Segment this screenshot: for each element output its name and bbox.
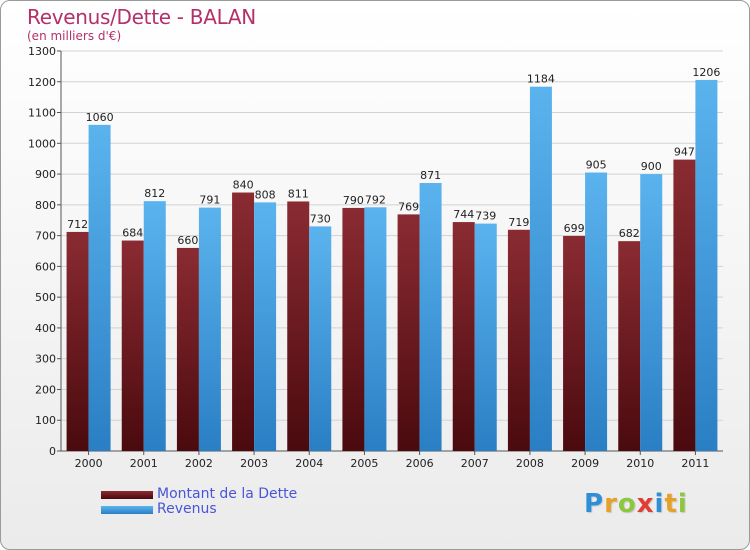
bar-revenus	[364, 207, 387, 451]
bar-revenus	[88, 124, 111, 451]
y-tick-label: 500	[35, 291, 56, 304]
data-label-dette: 840	[233, 179, 254, 192]
y-tick-label: 100	[35, 414, 56, 427]
x-tick-label: 2001	[130, 457, 158, 470]
bar-dette	[232, 192, 255, 452]
logo-letter: t	[664, 489, 678, 519]
bar-revenus	[529, 86, 552, 451]
legend: Montant de la Dette Revenus	[101, 487, 297, 517]
data-label-dette: 712	[67, 218, 88, 231]
legend-label-dette: Montant de la Dette	[157, 486, 298, 502]
data-label-revenus: 1060	[86, 111, 114, 124]
logo-letter: i	[677, 489, 688, 519]
proxiti-logo: Proxiti	[584, 489, 688, 519]
logo-letter: P	[584, 489, 605, 519]
y-tick-label: 1100	[28, 107, 56, 120]
bar-revenus	[143, 201, 166, 451]
legend-swatch-revenus	[101, 505, 153, 514]
bar-revenus	[695, 79, 718, 451]
data-label-revenus: 812	[144, 187, 165, 200]
x-tick-label: 2010	[626, 457, 654, 470]
x-tick-label: 2011	[681, 457, 709, 470]
data-label-revenus: 808	[255, 188, 276, 201]
bar-dette	[121, 240, 144, 451]
bar-dette	[452, 222, 475, 451]
bar-dette	[287, 201, 310, 451]
y-tick-label: 200	[35, 383, 56, 396]
bar-revenus	[419, 183, 442, 451]
data-label-revenus: 1184	[527, 73, 555, 86]
y-tick-label: 700	[35, 230, 56, 243]
data-label-revenus: 905	[586, 159, 607, 172]
x-tick-label: 2005	[350, 457, 378, 470]
y-tick-label: 800	[35, 199, 56, 212]
x-tick-label: 2002	[185, 457, 213, 470]
axes: 0 100 200 300 400 500 600 700 800 900 1000 1100 1200…	[28, 45, 723, 470]
bar-dette	[397, 214, 420, 451]
legend-item-revenus: Revenus	[101, 502, 297, 517]
bar-revenus	[254, 202, 277, 451]
logo-letter: i	[654, 489, 665, 519]
data-label-dette: 660	[177, 234, 198, 247]
data-label-dette: 682	[619, 227, 640, 240]
bar-dette	[618, 241, 641, 451]
bar-dette	[342, 207, 365, 451]
chart-subtitle: (en milliers d'€)	[27, 29, 122, 43]
data-label-revenus: 900	[641, 160, 662, 173]
data-label-dette: 947	[674, 146, 695, 159]
x-tick-label: 2004	[295, 457, 323, 470]
bar-revenus	[640, 174, 663, 452]
chart-title: Revenus/Dette - BALAN	[27, 5, 256, 29]
x-tick-label: 2009	[571, 457, 599, 470]
legend-item-dette: Montant de la Dette	[101, 487, 297, 502]
bar-dette	[673, 159, 696, 451]
y-tick-label: 1200	[28, 76, 56, 89]
x-tick-label: 2006	[406, 457, 434, 470]
logo-letter: x	[636, 489, 655, 519]
data-label-dette: 769	[398, 200, 419, 213]
data-label-revenus: 792	[365, 193, 386, 206]
data-label-dette: 790	[343, 194, 364, 207]
bar-revenus	[198, 207, 221, 451]
data-label-dette: 684	[122, 227, 143, 240]
x-tick-label: 2008	[516, 457, 544, 470]
y-tick-label: 300	[35, 353, 56, 366]
logo-letter: r	[604, 489, 618, 519]
logo-letter: o	[617, 489, 637, 519]
bar-dette	[66, 231, 89, 451]
bar-revenus	[585, 172, 608, 452]
data-label-dette: 811	[288, 187, 309, 200]
bar-dette	[563, 235, 586, 451]
y-tick-label: 1000	[28, 137, 56, 150]
y-tick-label: 400	[35, 322, 56, 335]
data-label-dette: 719	[508, 216, 529, 229]
data-label-revenus: 739	[475, 210, 496, 223]
data-label-dette: 699	[564, 222, 585, 235]
y-tick-label: 1300	[28, 45, 56, 58]
data-label-revenus: 730	[310, 212, 331, 225]
x-tick-label: 2007	[461, 457, 489, 470]
bar-dette	[176, 247, 199, 451]
bar-revenus	[309, 226, 332, 451]
bar-dette	[507, 229, 530, 451]
bars	[66, 79, 718, 452]
bar-revenus	[474, 223, 497, 451]
y-tick-label: 600	[35, 260, 56, 273]
legend-label-revenus: Revenus	[157, 501, 217, 517]
data-label-revenus: 1206	[692, 66, 720, 79]
legend-swatch-dette	[101, 490, 153, 499]
y-tick-label: 900	[35, 168, 56, 181]
data-label-revenus: 871	[420, 169, 441, 182]
y-tick-label: 0	[49, 445, 56, 458]
data-label-revenus: 791	[199, 194, 220, 207]
x-tick-label: 2000	[75, 457, 103, 470]
data-label-dette: 744	[453, 208, 474, 221]
x-tick-label: 2003	[240, 457, 268, 470]
